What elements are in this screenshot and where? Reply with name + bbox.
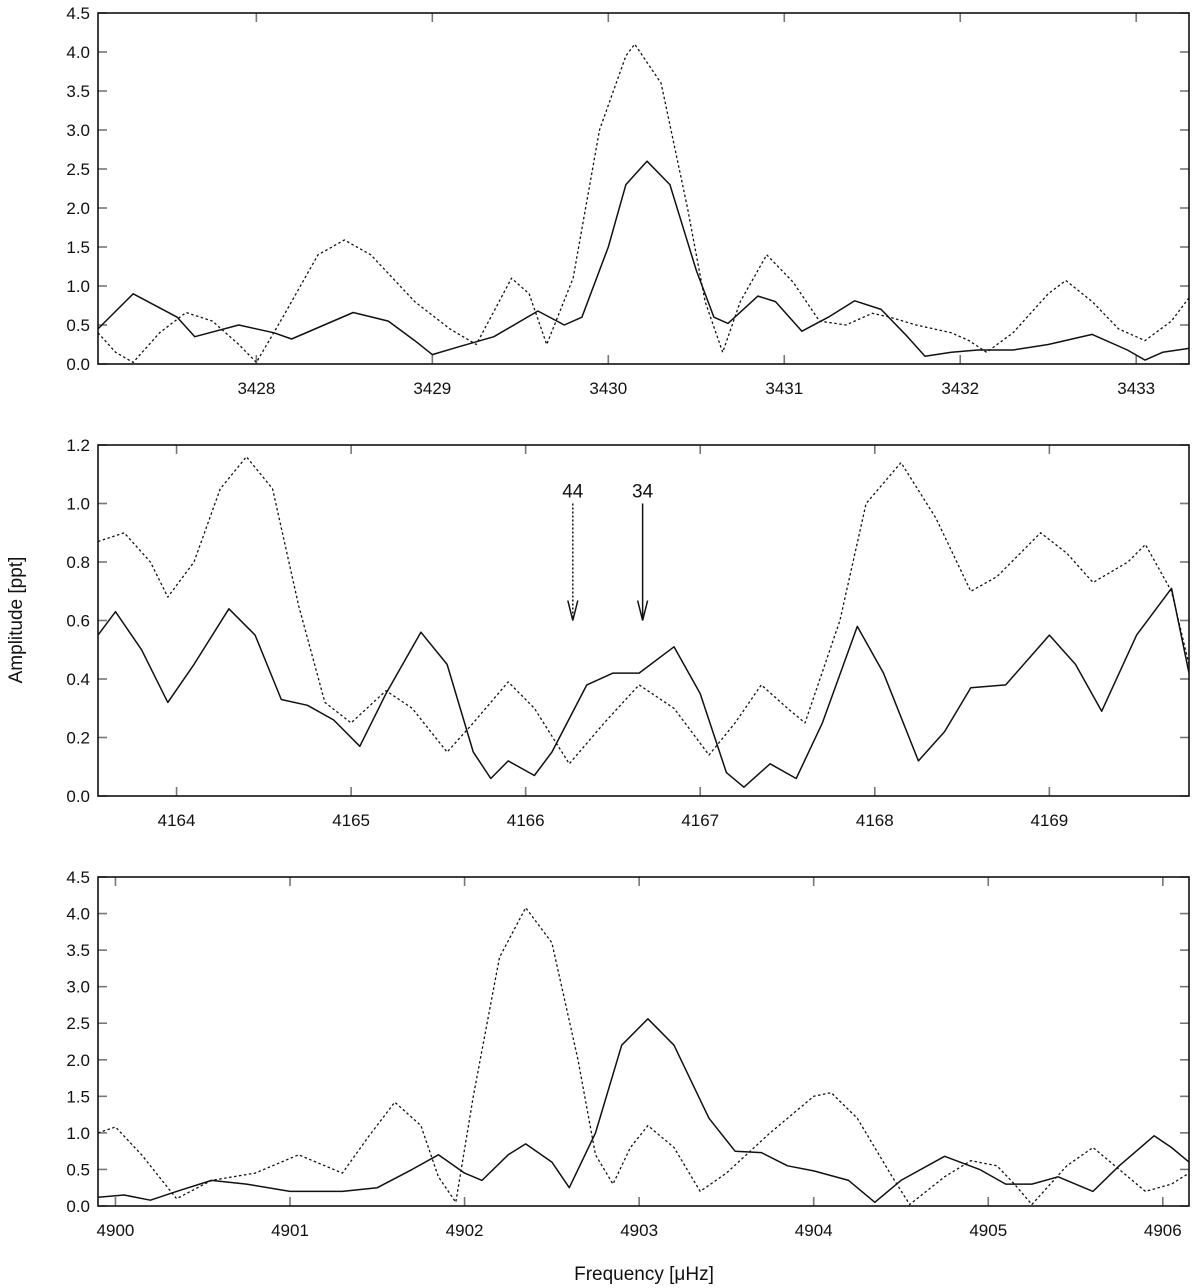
x-tick-label: 4165 <box>332 811 370 830</box>
dotted-series-line <box>98 907 1189 1206</box>
dotted-series-line <box>98 456 1189 765</box>
y-tick-label: 0.5 <box>66 1160 90 1179</box>
x-tick-label: 3430 <box>589 379 627 398</box>
y-tick-label: 1.5 <box>66 238 90 257</box>
solid-series-line <box>98 1018 1189 1204</box>
dotted-series-line <box>98 43 1189 364</box>
arrow-44-head <box>567 600 579 621</box>
y-tick-label: 3.0 <box>66 121 90 140</box>
y-tick-label: 0.0 <box>66 787 90 806</box>
y-tick-label: 4.5 <box>66 4 90 23</box>
y-axis-title: Amplitude [ppt] <box>6 557 27 684</box>
y-tick-label: 4.5 <box>66 868 90 887</box>
x-tick-label: 3431 <box>765 379 803 398</box>
solid-series-line <box>98 587 1189 788</box>
y-tick-label: 2.5 <box>66 160 90 179</box>
plot-frame-middle <box>97 444 1190 797</box>
y-tick-label: 1.0 <box>66 1124 90 1143</box>
x-tick-label: 3429 <box>413 379 451 398</box>
y-tick-label: 0.0 <box>66 355 90 374</box>
plot-frame-bottom <box>97 876 1190 1207</box>
y-tick-label: 4.0 <box>66 43 90 62</box>
arrow-34-label: 34 <box>632 482 654 503</box>
y-tick-label: 0.2 <box>66 729 90 748</box>
panel-top: 0.0 0.5 1.0 1.5 2.0 2.5 3.0 3.5 4.0 4.5 3428 3429 34… <box>66 4 1190 398</box>
y-tick-label: 0.0 <box>66 1197 90 1216</box>
y-tick-label: 1.0 <box>66 277 90 296</box>
panel-bottom: 0.0 0.5 1.0 1.5 2.0 2.5 3.0 3.5 4.0 4.5 4900 4901 49… <box>66 868 1190 1240</box>
x-tick-label: 4166 <box>507 811 545 830</box>
x-tick-label: 4169 <box>1030 811 1068 830</box>
x-axis-title: Frequency [μHz] <box>574 1264 714 1285</box>
y-tick-label: 0.4 <box>66 670 90 689</box>
x-tick-label: 4900 <box>97 1221 135 1240</box>
x-tick-label: 4905 <box>969 1221 1007 1240</box>
x-tick-label: 3432 <box>941 379 979 398</box>
y-tick-label: 1.5 <box>66 1087 90 1106</box>
x-tick-label: 4903 <box>620 1221 658 1240</box>
y-tick-label: 2.5 <box>66 1014 90 1033</box>
x-tick-label: 4906 <box>1144 1221 1182 1240</box>
x-tick-label: 3433 <box>1117 379 1155 398</box>
y-tick-label: 0.6 <box>66 612 90 631</box>
y-tick-label: 1.0 <box>66 495 90 514</box>
y-tick-label: 0.5 <box>66 316 90 335</box>
solid-series-line <box>98 160 1189 361</box>
y-tick-label: 2.0 <box>66 199 90 218</box>
plot-frame-top <box>97 12 1190 365</box>
y-tick-label: 1.2 <box>66 436 90 455</box>
x-tick-label: 4164 <box>158 811 196 830</box>
x-tick-label: 4901 <box>271 1221 309 1240</box>
y-tick-label: 0.8 <box>66 553 90 572</box>
y-tick-label: 4.0 <box>66 905 90 924</box>
panel-middle: 0.0 0.2 0.4 0.6 0.8 1.0 1.2 4164 4165 4166 4167 416… <box>66 436 1190 830</box>
y-tick-label: 3.5 <box>66 82 90 101</box>
x-tick-label: 4902 <box>446 1221 484 1240</box>
arrow-44-label: 44 <box>562 482 584 503</box>
y-tick-label: 2.0 <box>66 1051 90 1070</box>
y-tick-label: 3.5 <box>66 941 90 960</box>
x-tick-label: 4168 <box>856 811 894 830</box>
x-tick-label: 4904 <box>795 1221 833 1240</box>
arrow-34-head <box>636 600 649 621</box>
y-tick-label: 3.0 <box>66 978 90 997</box>
x-tick-label: 3428 <box>237 379 275 398</box>
x-tick-label: 4167 <box>681 811 719 830</box>
